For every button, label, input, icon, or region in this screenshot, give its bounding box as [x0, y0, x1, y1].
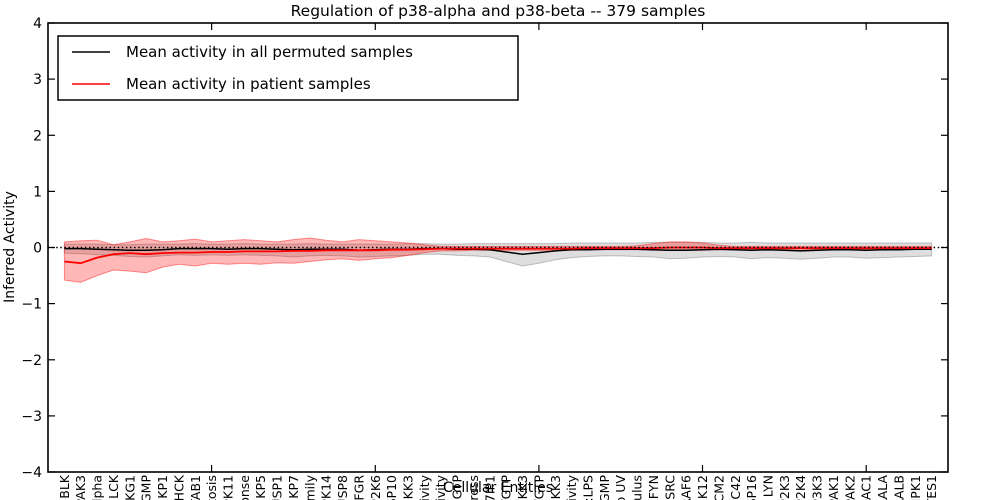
- x-tick-label: p38alpha-beta/MKP5: [253, 475, 268, 500]
- x-tick-label: YES1: [924, 475, 939, 500]
- x-tick-label: MAP2K3: [777, 475, 792, 500]
- x-tick-label: TRAF6: [679, 475, 694, 500]
- axis-ticks: [48, 22, 948, 473]
- x-tick-label: HCK: [171, 474, 186, 500]
- x-tick-label: TRAF6/MEKK3: [401, 475, 416, 500]
- legend: Mean activity in all permuted samples Me…: [57, 35, 519, 101]
- x-tick-label: RAC1: [859, 475, 874, 500]
- x-tick-label: LYN: [761, 475, 776, 497]
- legend-box: [57, 35, 519, 101]
- x-tick-label: DUSP10: [384, 475, 399, 500]
- x-tick-label: positive regulation of innate immune res…: [237, 475, 252, 500]
- x-tick-label: mol:LPS: [581, 475, 596, 500]
- x-tick-label: response to insulin stimulus: [630, 475, 645, 500]
- y-tick-label: 3: [33, 72, 42, 88]
- y-tick-label: 0: [33, 241, 42, 257]
- y-tick-labels: −4 −3 −2 −1 0 1 2 3 4: [21, 16, 42, 481]
- permuted-mean-line: [64, 247, 932, 255]
- x-tick-label: RAC1/OSM/MEKK3/MKK3: [515, 475, 530, 500]
- x-tick-label: FYN: [646, 475, 661, 499]
- x-tick-label: p38alpha-beta/MKP7: [286, 475, 301, 500]
- x-tick-label: epidermal growth factor receptor activit…: [417, 474, 432, 500]
- x-tick-label: CDC42: [728, 475, 743, 500]
- x-tick-label: interleukin-1 receptor activity: [564, 474, 579, 500]
- y-tick-label: −2: [21, 353, 42, 369]
- x-tick-label: MAP2K4: [793, 475, 808, 500]
- x-tick-label: p38 alpha/TAB1: [188, 475, 203, 500]
- x-tick-labels: BLKPAK3PGK/cGMP/p38 alphaLCKPRKG1PGK/cGM…: [57, 474, 939, 500]
- x-tick-label: MAP2K6: [368, 475, 383, 500]
- x-tick-label: PAK3: [73, 475, 88, 500]
- y-tick-label: 4: [33, 16, 42, 32]
- x-tick-label: PGK/cGMP/p38 alpha: [90, 475, 105, 500]
- x-tick-label: PAK2: [842, 475, 857, 500]
- legend-patient-label: Mean activity in patient samples: [126, 75, 371, 93]
- x-tick-label: DUSP1: [270, 475, 285, 500]
- x-tick-label: PRKG1: [122, 475, 137, 500]
- x-tick-label: RAL/GTP: [531, 475, 546, 500]
- x-tick-label: MAP3K7IP1: [482, 475, 497, 500]
- x-tick-label: RALB: [891, 475, 906, 500]
- x-tick-label: MAPK14: [319, 475, 334, 500]
- legend-permuted-label: Mean activity in all permuted samples: [126, 43, 413, 61]
- x-tick-label: BLK: [57, 474, 72, 499]
- x-tick-label: response to stress: [466, 475, 481, 500]
- y-tick-label: −3: [21, 409, 42, 425]
- x-tick-label: tumor necrosis factor receptor activity: [433, 474, 448, 500]
- y-tick-label: −1: [21, 297, 42, 313]
- x-tick-label: apoptosis: [204, 475, 219, 500]
- x-tick-label: RIP1/MEKK3: [548, 475, 563, 500]
- x-tick-label: SRC: [662, 475, 677, 500]
- x-tick-label: DUSP8: [335, 475, 350, 500]
- x-tick-label: MAP3K12: [695, 475, 710, 500]
- x-tick-label: mol:GTP: [450, 475, 465, 500]
- x-tick-label: mol:cGMP: [597, 475, 612, 500]
- x-tick-label: RALA: [875, 475, 890, 500]
- y-tick-label: −4: [21, 465, 42, 481]
- x-tick-label: response to UV: [613, 475, 628, 500]
- chart-title: Regulation of p38-alpha and p38-beta -- …: [291, 2, 706, 20]
- x-tick-label: RAC1-CDC42/GTP: [499, 475, 514, 500]
- x-axis-label: Cellular Entities: [443, 480, 553, 496]
- x-tick-label: p38alpha-beta/MKP1: [155, 475, 170, 500]
- y-tick-label: 1: [33, 184, 42, 200]
- plot-layers: [48, 237, 948, 283]
- x-tick-label: RAC1-CDC42/GTP/PAK family: [302, 474, 317, 500]
- x-tick-label: FGR: [351, 475, 366, 500]
- x-tick-label: LCK: [106, 474, 121, 499]
- y-tick-label: 2: [33, 128, 42, 144]
- x-tick-label: DUSP16: [744, 475, 759, 500]
- x-tick-label: PGK/cGMP: [139, 475, 154, 500]
- x-tick-label: PAK1: [826, 475, 841, 500]
- x-tick-label: CCM2: [711, 475, 726, 500]
- x-tick-label: MAPK11: [221, 475, 236, 500]
- x-tick-label: RIPK1: [908, 475, 923, 500]
- y-axis-label: Inferred Activity: [2, 191, 18, 303]
- x-tick-label: MAP3K3: [810, 475, 825, 500]
